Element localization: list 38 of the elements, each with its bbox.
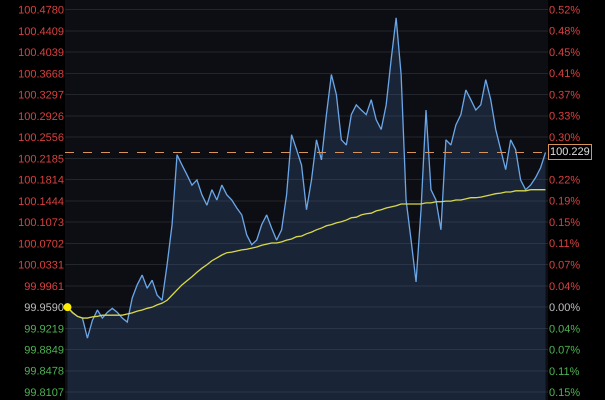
y-tick-label: 100.0331 [18, 260, 64, 272]
y-tick-label: 100.4409 [18, 26, 64, 38]
y-tick-label: 100.2926 [18, 110, 64, 123]
y-tick-label: 100.1444 [18, 196, 64, 208]
y2-tick-label: 0.37% [549, 89, 580, 102]
y2-tick-label: 0.00% [549, 302, 580, 314]
y2-tick-label: 0.15% [549, 387, 580, 400]
y2-tick-label: 0.41% [549, 68, 580, 80]
y-tick-label: 100.4039 [18, 47, 64, 60]
y2-tick-label: 0.33% [549, 110, 580, 123]
y-tick-label: 100.3668 [18, 68, 64, 80]
y-tick-label: 99.8478 [24, 366, 64, 378]
y2-tick-label: 0.52% [549, 4, 580, 16]
y2-tick-label: 0.19% [549, 196, 580, 208]
y2-tick-label: 0.04% [549, 280, 580, 293]
y-tick-label: 100.4780 [18, 4, 64, 17]
y2-tick-label: 0.48% [549, 26, 580, 38]
y2-tick-label: 0.07% [549, 344, 580, 357]
y-tick-label: 99.8107 [24, 387, 64, 399]
y-tick-label: 99.9961 [24, 280, 64, 293]
y2-tick-label: 0.11% [549, 366, 580, 378]
y-tick-label: 100.1814 [18, 174, 64, 187]
y2-tick-label: 0.30% [549, 132, 580, 144]
ref-line-label: 100.229 [550, 146, 590, 158]
y-tick-label: 99.9219 [24, 323, 64, 336]
y2-tick-label: 0.45% [549, 46, 580, 59]
y-tick-label: 99.9590 [24, 302, 64, 314]
y2-tick-label: 0.04% [549, 323, 580, 336]
y2-tick-label: 0.15% [549, 216, 580, 229]
y2-tick-label: 0.22% [549, 174, 580, 186]
y-tick-label: 100.1073 [18, 217, 64, 230]
y2-tick-label: 0.11% [549, 238, 580, 250]
y-tick-label: 100.2185 [18, 153, 64, 166]
y-tick-label: 100.0702 [18, 238, 64, 250]
y2-tick-label: 0.07% [549, 259, 580, 272]
y-tick-label: 99.8849 [24, 344, 64, 356]
y-tick-label: 100.2556 [18, 132, 64, 144]
y-tick-label: 100.3297 [18, 90, 64, 102]
